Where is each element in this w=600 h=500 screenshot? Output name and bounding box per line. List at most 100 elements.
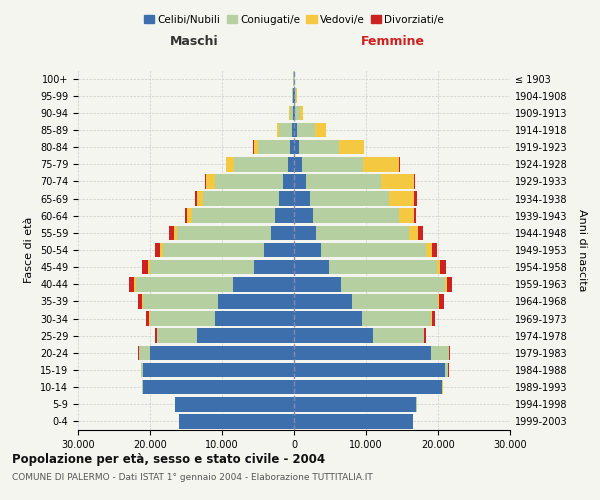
Bar [279,122,292,138]
Bar [194,192,197,206]
Y-axis label: Fasce di età: Fasce di età [25,217,34,283]
Bar [179,414,294,428]
Bar [294,380,442,394]
Bar [203,192,279,206]
Bar [136,277,233,291]
Bar [157,328,197,343]
Bar [271,226,294,240]
Bar [143,362,294,378]
Bar [322,242,426,258]
Bar [313,208,399,223]
Bar [297,122,315,138]
Bar [218,294,294,308]
Bar [197,192,203,206]
Bar [294,328,373,343]
Bar [438,294,439,308]
Bar [174,226,178,240]
Bar [294,414,413,428]
Bar [163,242,264,258]
Bar [338,140,364,154]
Bar [178,226,271,240]
Bar [341,277,445,291]
Bar [155,242,160,258]
Bar [206,174,215,188]
Bar [138,294,142,308]
Bar [294,140,299,154]
Bar [294,397,416,411]
Bar [197,328,294,343]
Bar [300,106,302,120]
Text: COMUNE DI PALERMO - Dati ISTAT 1° gennaio 2004 - Elaborazione TUTTITALIA.IT: COMUNE DI PALERMO - Dati ISTAT 1° gennai… [12,472,373,482]
Bar [142,260,148,274]
Bar [287,157,294,172]
Bar [413,174,415,188]
Bar [215,174,283,188]
Bar [299,140,338,154]
Bar [305,174,381,188]
Bar [277,122,279,138]
Bar [445,277,448,291]
Bar [254,140,258,154]
Bar [399,208,413,223]
Bar [294,294,352,308]
Text: Popolazione per età, sesso e stato civile - 2004: Popolazione per età, sesso e stato civil… [12,452,325,466]
Bar [233,277,294,291]
Bar [233,157,287,172]
Bar [381,174,413,188]
Bar [316,226,409,240]
Bar [431,242,437,258]
Bar [142,362,143,378]
Bar [146,312,149,326]
Bar [275,208,294,223]
Bar [413,208,416,223]
Bar [254,260,294,274]
Bar [440,260,446,274]
Bar [185,208,187,223]
Bar [295,106,300,120]
Bar [264,242,294,258]
Bar [310,192,389,206]
Bar [414,192,417,206]
Bar [283,174,294,188]
Bar [150,346,294,360]
Bar [294,312,362,326]
Y-axis label: Anni di nascita: Anni di nascita [577,209,587,291]
Bar [215,312,294,326]
Bar [302,157,363,172]
Bar [175,397,294,411]
Bar [294,346,431,360]
Bar [187,208,193,223]
Bar [439,294,444,308]
Legend: Celibi/Nubili, Coniugati/e, Vedovi/e, Divorziati/e: Celibi/Nubili, Coniugati/e, Vedovi/e, Di… [140,10,448,29]
Bar [363,157,399,172]
Bar [129,277,134,291]
Text: Femmine: Femmine [361,36,425,49]
Text: Maschi: Maschi [170,36,219,49]
Bar [258,140,290,154]
Bar [169,226,174,240]
Bar [292,122,294,138]
Bar [205,174,206,188]
Bar [418,226,423,240]
Bar [290,140,294,154]
Bar [431,312,432,326]
Bar [294,362,445,378]
Bar [445,362,448,378]
Bar [294,277,341,291]
Bar [290,106,293,120]
Bar [294,157,302,172]
Bar [193,208,275,223]
Bar [279,192,294,206]
Bar [389,192,414,206]
Bar [294,174,305,188]
Bar [294,226,316,240]
Bar [424,328,426,343]
Bar [296,88,297,103]
Bar [294,122,297,138]
Bar [409,226,418,240]
Bar [426,242,431,258]
Bar [293,106,294,120]
Bar [292,88,293,103]
Bar [294,208,313,223]
Bar [294,242,322,258]
